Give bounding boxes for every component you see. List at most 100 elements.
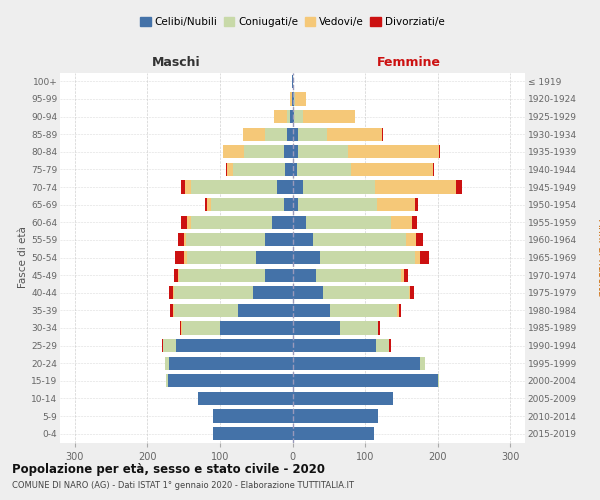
Bar [187, 216, 191, 229]
Bar [397, 304, 398, 317]
Bar [227, 163, 233, 176]
Bar [305, 216, 391, 229]
Bar [226, 163, 227, 176]
Bar [180, 322, 181, 334]
Bar [293, 163, 297, 176]
Bar [376, 339, 389, 352]
Text: Maschi: Maschi [152, 56, 200, 69]
Bar [181, 216, 187, 229]
Bar [184, 234, 187, 246]
Bar [298, 198, 377, 211]
Bar [401, 268, 404, 281]
Bar [265, 268, 293, 281]
Bar [439, 145, 440, 158]
Bar [293, 268, 316, 281]
Bar [187, 251, 256, 264]
Bar [320, 251, 415, 264]
Bar [166, 374, 167, 388]
Bar [173, 304, 174, 317]
Bar [187, 234, 265, 246]
Bar [212, 427, 293, 440]
Bar [274, 110, 287, 123]
Bar [205, 198, 208, 211]
Bar [265, 128, 287, 141]
Bar [412, 216, 418, 229]
Bar [253, 286, 293, 300]
Bar [265, 234, 293, 246]
Bar [292, 92, 293, 106]
Bar [181, 322, 182, 334]
Bar [438, 374, 439, 388]
Bar [293, 410, 378, 422]
Bar [294, 92, 295, 106]
Bar [415, 251, 421, 264]
Bar [179, 268, 265, 281]
Bar [176, 339, 293, 352]
Bar [293, 427, 374, 440]
Bar [293, 110, 294, 123]
Bar [284, 145, 293, 158]
Y-axis label: Fasce di età: Fasce di età [18, 226, 28, 288]
Bar [208, 198, 211, 211]
Bar [220, 322, 293, 334]
Bar [290, 110, 293, 123]
Bar [328, 128, 382, 141]
Bar [330, 304, 397, 317]
Bar [293, 392, 393, 405]
Bar [162, 339, 163, 352]
Bar [297, 163, 352, 176]
Bar [293, 180, 304, 194]
Bar [410, 286, 414, 300]
Bar [198, 392, 293, 405]
Bar [223, 145, 244, 158]
Bar [285, 163, 293, 176]
Bar [374, 180, 456, 194]
Bar [313, 234, 406, 246]
Bar [293, 304, 330, 317]
Bar [409, 286, 410, 300]
Bar [174, 286, 253, 300]
Bar [169, 286, 173, 300]
Bar [294, 110, 302, 123]
Bar [287, 110, 290, 123]
Bar [293, 322, 340, 334]
Bar [293, 374, 438, 388]
Bar [284, 198, 293, 211]
Bar [244, 145, 284, 158]
Bar [391, 216, 412, 229]
Bar [404, 268, 408, 281]
Bar [293, 251, 320, 264]
Bar [174, 268, 178, 281]
Bar [163, 339, 176, 352]
Bar [191, 216, 272, 229]
Bar [292, 74, 293, 88]
Bar [175, 251, 184, 264]
Bar [382, 128, 383, 141]
Bar [184, 251, 187, 264]
Bar [340, 322, 377, 334]
Bar [166, 356, 169, 370]
Bar [293, 234, 313, 246]
Bar [293, 216, 305, 229]
Bar [293, 145, 298, 158]
Text: Femmine: Femmine [377, 56, 441, 69]
Bar [169, 356, 293, 370]
Bar [302, 110, 355, 123]
Text: COMUNE DI NARO (AG) - Dati ISTAT 1° gennaio 2020 - Elaborazione TUTTITALIA.IT: COMUNE DI NARO (AG) - Dati ISTAT 1° genn… [12, 481, 354, 490]
Bar [243, 128, 265, 141]
Bar [389, 339, 391, 352]
Bar [293, 286, 323, 300]
Bar [377, 198, 415, 211]
Bar [323, 286, 409, 300]
Bar [304, 180, 374, 194]
Bar [416, 234, 423, 246]
Bar [290, 92, 292, 106]
Bar [398, 304, 401, 317]
Bar [316, 268, 401, 281]
Bar [456, 180, 462, 194]
Bar [295, 92, 307, 106]
Bar [287, 128, 293, 141]
Bar [419, 356, 425, 370]
Bar [212, 410, 293, 422]
Bar [293, 92, 294, 106]
